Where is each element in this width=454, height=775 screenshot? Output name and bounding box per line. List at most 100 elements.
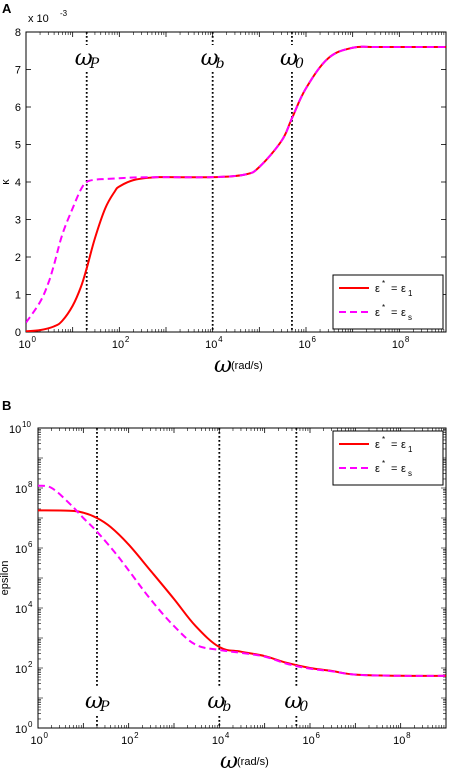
y-tick-label: 1 (15, 290, 21, 302)
y-tick-label: 4 (15, 177, 21, 189)
marker-label-p: ωP (82, 688, 113, 715)
marker-label-bg (198, 45, 229, 71)
x-tick-label-exp: 8 (405, 335, 410, 344)
marker-label-p: ωP (72, 45, 103, 72)
marker-label-symbol: ω (284, 689, 302, 714)
x-tick-label-exp: 0 (32, 335, 37, 344)
marker-label-sub: b (222, 699, 231, 715)
x-tick-label-exp: 4 (225, 731, 230, 740)
marker-label-0: ω0 (277, 45, 308, 72)
panel-label: B (2, 398, 11, 413)
x-tick-label-base: 10 (121, 735, 133, 747)
y-tick-label: 10 8 (15, 480, 33, 496)
legend-rhs-sub: s (408, 469, 412, 478)
x-tick-label-base: 10 (392, 339, 404, 351)
x-tick-label: 10 2 (112, 335, 130, 351)
legend: ε * = ε 1 ε * = ε s (332, 430, 444, 486)
x-tick-label-exp: 6 (316, 731, 321, 740)
marker-label-symbol: ω (75, 46, 93, 71)
marker-label-symbol: ω (207, 689, 225, 714)
y-multiplier-base: x 10 (28, 13, 49, 25)
marker-label-sub: 0 (295, 56, 304, 72)
y-multiplier: x 10 -3 (28, 9, 68, 25)
x-tick-label: 10 4 (205, 335, 223, 351)
x-tick-label: 10 0 (31, 731, 49, 747)
x-tick-label-base: 10 (205, 339, 217, 351)
y-tick-label-exp: 6 (28, 540, 33, 549)
series-group (26, 45, 446, 332)
x-tick-label-exp: 8 (406, 731, 411, 740)
marker-label-symbol: ω (280, 46, 298, 71)
legend-lhs: ε (375, 439, 380, 451)
legend-lhs-sup: * (382, 459, 385, 468)
legend-entry-0: ε * = ε 1 (375, 279, 413, 298)
legend-lhs: ε (375, 307, 380, 319)
legend-entry-0: ε * = ε 1 (375, 435, 413, 454)
x-tick-label-base: 10 (299, 339, 311, 351)
marker-label-bg (282, 688, 313, 714)
y-tick-label: 2 (15, 252, 21, 264)
marker-label-0: ω0 (282, 688, 313, 715)
x-tick-label-exp: 0 (44, 731, 49, 740)
x-tick-label-exp: 2 (134, 731, 139, 740)
x-tick-label: 10 2 (121, 731, 139, 747)
y-tick-label: 7 (15, 65, 21, 77)
x-tick-label-exp: 6 (312, 335, 317, 344)
y-tick-label: 6 (15, 102, 21, 114)
legend-rhs: ε (401, 307, 406, 319)
y-tick-label-exp: 4 (28, 600, 33, 609)
legend-lhs-sup: * (382, 303, 385, 312)
marker-label-sub: P (99, 699, 110, 715)
y-axis-label: κ (0, 179, 12, 185)
y-tick-label: 0 (15, 327, 21, 339)
y-tick-label-exp: 10 (22, 420, 31, 429)
y-tick-label: 10 4 (15, 600, 33, 616)
y-tick-label: 8 (15, 27, 21, 39)
y-tick-label: 10 10 (9, 420, 31, 436)
x-tick-label: 10 6 (303, 731, 321, 747)
legend-entry-1: ε * = ε s (375, 459, 412, 478)
x-axis-label: ω (rad/s) (220, 749, 269, 774)
marker-label-b: ωb (205, 688, 236, 715)
series-line-1 (38, 484, 446, 677)
x-axis-label-unit: (rad/s) (237, 756, 269, 768)
x-axis-label: ω (rad/s) (214, 353, 263, 378)
legend-rhs-sub: 1 (408, 289, 413, 298)
x-tick-label: 10 0 (19, 335, 37, 351)
x-tick-label-base: 10 (19, 339, 31, 351)
legend: ε * = ε 1ε * = ε s (332, 274, 444, 330)
legend-box (332, 430, 444, 486)
y-tick-label-base: 10 (15, 724, 27, 736)
marker-label-bg (82, 688, 113, 714)
marker-label-bg (72, 45, 103, 71)
x-tick-label: 10 8 (392, 335, 410, 351)
legend-lhs: ε (375, 283, 380, 295)
y-tick-label: 10 0 (15, 720, 33, 736)
marker-label-b: ωb (198, 45, 229, 72)
panel-label: A (2, 1, 12, 16)
legend-rhs: ε (401, 463, 406, 475)
x-axis-label-symbol: ω (220, 749, 238, 774)
marker-label-sub: P (89, 56, 100, 72)
legend-lhs: ε (375, 463, 380, 475)
x-tick-label-exp: 2 (125, 335, 130, 344)
y-tick-label-base: 10 (15, 604, 27, 616)
x-axis-label-symbol: ω (214, 353, 232, 378)
series-line-1 (26, 45, 446, 324)
y-tick-label: 5 (15, 140, 21, 152)
y-multiplier-exp: -3 (60, 9, 68, 18)
y-tick-label-base: 10 (15, 544, 27, 556)
y-tick-label-base: 10 (15, 484, 27, 496)
legend-rhs: ε (401, 283, 406, 295)
y-tick-label: 3 (15, 215, 21, 227)
marker-label-sub: b (216, 56, 225, 72)
legend-entry-1: ε * = ε s (375, 303, 412, 322)
legend-equals: = (391, 283, 397, 295)
y-tick-label-exp: 0 (28, 720, 33, 729)
x-tick-label: 10 4 (212, 731, 230, 747)
y-tick-label-exp: 2 (28, 660, 33, 669)
legend-box (332, 274, 444, 330)
